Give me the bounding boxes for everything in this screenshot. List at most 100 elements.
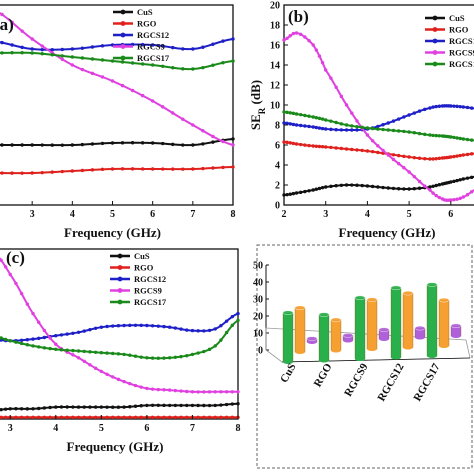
data-point-cus [191, 143, 195, 147]
data-point-rgcs17 [236, 318, 240, 323]
data-point-cus [211, 140, 215, 144]
data-point-rgcs17 [122, 352, 126, 357]
bar-series1-rgcs17-base [451, 334, 461, 338]
data-point-rgcs12 [181, 47, 185, 51]
data-point-cus [31, 407, 35, 411]
data-point-rgcs12 [116, 324, 121, 328]
data-point-rgcs17 [386, 128, 390, 132]
data-point-cus [324, 185, 328, 189]
data-point-rgcs17 [3, 337, 8, 342]
data-point-rgcs17 [461, 137, 466, 141]
data-point-cus [434, 183, 438, 188]
data-point-rgcs9 [285, 36, 289, 40]
data-point-rgcs17 [391, 128, 396, 133]
bar-series1-rgcs9-top [378, 327, 390, 332]
data-point-rgo [344, 147, 349, 151]
data-point-cus [461, 177, 466, 181]
data-point-rgcs17 [219, 338, 223, 342]
y-tick-label: 14 [270, 61, 280, 72]
data-point-cus [452, 179, 456, 184]
data-point-rgcs9 [431, 191, 435, 195]
data-point-rgo [285, 140, 289, 145]
data-point-cus [465, 176, 470, 180]
bar-series2-rgo [330, 319, 342, 351]
data-point-rgcs17 [42, 346, 47, 350]
data-point-cus [219, 403, 223, 407]
series-line-rgo [0, 166, 234, 175]
series-line-rgcs17 [0, 51, 234, 71]
data-point-rgo [431, 157, 435, 161]
data-point-rgo [224, 415, 229, 419]
data-point-rgcs12 [140, 42, 145, 47]
x-axis-label: Frequency (GHz) [67, 439, 164, 454]
data-point-rgo [65, 415, 69, 419]
data-point-rgo [40, 170, 44, 175]
data-point-rgcs9 [14, 281, 18, 286]
data-point-rgo [105, 415, 109, 419]
data-point-rgo [10, 171, 14, 175]
data-point-rgcs17 [344, 123, 349, 127]
data-point-rgcs17 [10, 51, 14, 55]
data-point-rgcs9 [449, 198, 453, 202]
data-point-rgcs17 [282, 110, 286, 114]
data-point-cus [93, 405, 98, 409]
data-point-rgo [391, 153, 396, 157]
data-point-cus [65, 405, 69, 409]
data-point-cus [161, 141, 165, 146]
data-point-cus [334, 184, 338, 188]
data-point-rgcs9 [201, 129, 205, 133]
data-point-rgo [202, 415, 206, 419]
data-point-rgcs9 [298, 32, 303, 37]
data-point-cus [291, 191, 296, 196]
data-point-rgcs12 [213, 327, 217, 331]
bar-series2-cus [294, 307, 306, 353]
data-point-rgo [19, 415, 24, 419]
data-point-rgcs17 [133, 354, 138, 358]
bar-series3-rgcs9-base [355, 357, 365, 361]
data-point-cus [469, 175, 474, 180]
data-point-rgcs9 [282, 38, 286, 42]
bar-series2-rgcs9-base [367, 347, 377, 351]
data-point-rgcs17 [458, 136, 462, 141]
data-point-rgo [139, 415, 143, 419]
legend-label-rgo: RGO [449, 25, 469, 35]
data-point-rgcs12 [71, 331, 75, 335]
data-point-rgcs12 [224, 319, 229, 323]
data-point-rgcs17 [285, 110, 289, 115]
data-point-rgcs12 [449, 104, 453, 108]
data-point-cus [179, 403, 183, 408]
data-point-rgo [376, 150, 380, 155]
data-point-rgcs9 [40, 44, 44, 48]
data-point-cus [80, 142, 85, 147]
data-point-cus [339, 183, 344, 187]
data-point-rgo [360, 148, 364, 153]
data-point-rgcs17 [231, 59, 235, 63]
data-point-cus [307, 189, 311, 193]
data-point-rgcs9 [311, 43, 315, 47]
bar-series3-rgcs17-base [427, 354, 437, 358]
legend-label-rgcs17: RGCS17 [134, 297, 167, 307]
data-point-rgcs17 [116, 352, 121, 356]
data-point-rgo [334, 146, 338, 150]
data-point-rgcs17 [224, 330, 229, 335]
data-point-rgo [48, 415, 52, 419]
data-point-rgo [355, 148, 359, 152]
data-point-rgcs12 [145, 323, 149, 328]
data-point-rgcs17 [8, 339, 12, 343]
data-point-rgo [396, 153, 401, 158]
data-point-rgcs9 [196, 390, 200, 394]
data-point-rgcs9 [307, 38, 311, 43]
data-point-rgcs17 [48, 346, 52, 351]
data-point-cus [311, 188, 315, 192]
data-point-rgcs17 [82, 349, 86, 354]
data-point-rgcs17 [469, 138, 474, 142]
data-point-cus [391, 186, 396, 191]
data-point-rgcs12 [42, 335, 47, 340]
x-tick-label: 3 [323, 209, 328, 220]
data-point-rgo [221, 165, 225, 170]
data-point-rgo [291, 141, 296, 146]
data-point-rgcs12 [417, 109, 422, 113]
data-point-cus [116, 405, 121, 409]
data-point-rgcs17 [350, 124, 354, 128]
